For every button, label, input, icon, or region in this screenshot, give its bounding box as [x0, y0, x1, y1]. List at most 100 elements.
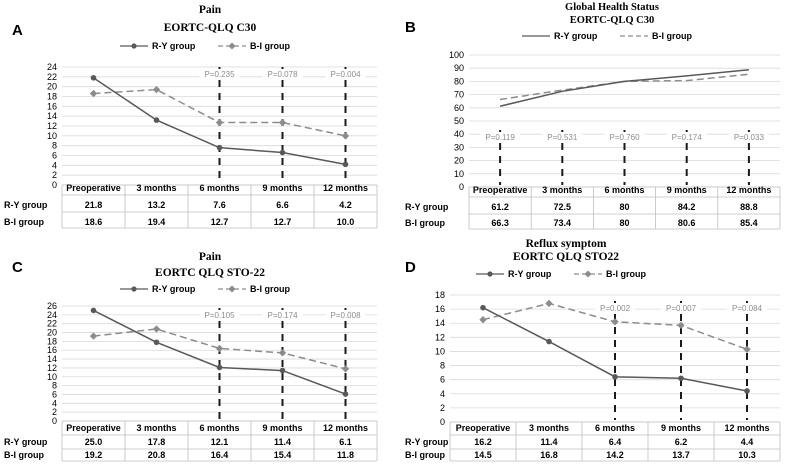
panel-c: C Pain EORTC QLQ STO-22 R-Y group B-I group 0…	[4, 251, 378, 462]
p-value-label: P=0.002	[600, 304, 631, 313]
y-tick-label: 2	[52, 170, 57, 180]
y-tick-label: 6	[440, 375, 445, 385]
legend-label-bi: B-I group	[606, 269, 646, 279]
x-tick-label: Preoperative	[473, 185, 528, 195]
p-value-background	[604, 132, 645, 143]
row-label-ry: R-Y group	[405, 437, 449, 447]
data-point-ry	[612, 374, 618, 380]
y-tick-label: 20	[47, 328, 57, 338]
p-value-background	[262, 310, 303, 321]
data-point-bi	[215, 344, 224, 353]
data-point-bi	[341, 132, 350, 140]
panel-letter: D	[405, 259, 416, 276]
data-point-ry	[279, 149, 286, 156]
data-label-bi: 73.4	[554, 218, 572, 228]
legend: R-Y group B-I group	[522, 31, 692, 41]
panel-letter: B	[405, 19, 416, 36]
row-label-bi: B-I group	[405, 218, 445, 228]
data-label-bi: 19.2	[85, 450, 103, 460]
y-tick-label: 70	[454, 90, 464, 100]
y-tick-label: 6	[52, 151, 57, 161]
series-line-ry	[499, 69, 749, 107]
row-label-ry: R-Y group	[405, 202, 449, 212]
y-tick-label: 24	[47, 310, 57, 320]
p-value-background	[262, 69, 303, 80]
p-value-background	[661, 303, 701, 314]
y-tick-label: 4	[440, 389, 445, 399]
data-point-bi	[89, 332, 98, 340]
y-tick-label: 100	[449, 50, 464, 60]
x-tick-label: 6 months	[199, 183, 239, 193]
p-value-background	[595, 303, 635, 314]
data-point-bi	[677, 321, 685, 330]
data-label-bi: 16.8	[540, 450, 558, 460]
row-label-bi: B-I group	[405, 450, 445, 460]
data-label-ry: 4.2	[339, 200, 352, 210]
data-point-ry	[279, 367, 286, 374]
data-label-bi: 10.0	[337, 217, 355, 227]
series-line-bi	[499, 73, 749, 101]
y-tick-label: 10	[454, 169, 464, 179]
p-value-label: P=0.105	[204, 311, 235, 320]
y-tick-label: 20	[454, 156, 464, 166]
data-table: Preoperative 3 months 6 months 9 months 12 m…	[4, 420, 378, 462]
data-label-bi: 18.6	[85, 217, 103, 227]
y-tick-label: 80	[454, 76, 464, 86]
data-label-ry: 4.4	[741, 437, 754, 447]
data-table: Preoperative 3 months 6 months 9 months 12 m…	[405, 421, 781, 462]
x-tick-label: 9 months	[262, 423, 302, 433]
y-tick-label: 0	[52, 416, 57, 426]
x-tick-label: 12 months	[726, 185, 771, 195]
legend-marker-bi	[584, 270, 592, 278]
y-tick-label: 0	[52, 180, 57, 190]
y-tick-label: 8	[52, 141, 57, 151]
data-label-ry: 16.2	[474, 437, 492, 447]
data-label-ry: 6.4	[609, 437, 622, 447]
x-tick-label: 3 months	[136, 423, 176, 433]
x-tick-label: 6 months	[199, 423, 239, 433]
data-point-bi	[152, 325, 161, 333]
y-tick-label: 18	[435, 290, 445, 300]
data-point-ry	[744, 388, 750, 394]
data-point-bi	[479, 316, 487, 324]
y-tick-label: 12	[435, 332, 445, 342]
data-label-bi: 12.7	[211, 217, 229, 227]
legend-label-ry: R-Y group	[508, 269, 552, 279]
y-tick-label: 2	[440, 403, 445, 413]
data-point-ry	[153, 117, 160, 123]
data-label-ry: 13.2	[148, 200, 166, 210]
data-label-ry: 17.8	[148, 437, 166, 447]
p-value-background	[325, 310, 366, 321]
data-label-ry: 11.4	[540, 437, 557, 447]
p-value-label: P=0.174	[672, 133, 703, 142]
y-tick-label: 50	[454, 116, 464, 126]
data-label-bi: 12.7	[274, 217, 292, 227]
y-tick-label: 4	[52, 160, 57, 170]
y-tick-label: 10	[47, 131, 57, 141]
y-tick-label: 14	[47, 354, 57, 364]
p-value-background	[727, 303, 767, 314]
x-tick-label: 9 months	[262, 183, 302, 193]
data-point-bi	[545, 299, 553, 308]
data-point-ry	[546, 338, 552, 345]
data-label-bi: 20.8	[148, 450, 166, 460]
data-label-ry: 6.2	[675, 437, 688, 447]
data-label-bi: 16.4	[211, 450, 229, 460]
x-tick-label: 9 months	[667, 185, 707, 195]
data-label-bi: 15.4	[274, 450, 292, 460]
legend-label-ry: R-Y group	[152, 284, 196, 294]
chart-title: Pain	[199, 4, 222, 16]
data-point-ry	[342, 391, 349, 397]
y-tick-label: 6	[52, 389, 57, 399]
data-label-ry: 11.4	[274, 437, 291, 447]
y-tick-label: 24	[47, 62, 57, 72]
panel-letter: C	[12, 259, 23, 276]
y-tick-label: 16	[47, 101, 57, 111]
data-table: Preoperative 3 months 6 months 9 months 12 m…	[4, 183, 378, 229]
data-label-ry: 6.6	[276, 200, 289, 210]
data-point-bi	[278, 118, 287, 127]
p-value-label: P=0.174	[267, 311, 298, 320]
